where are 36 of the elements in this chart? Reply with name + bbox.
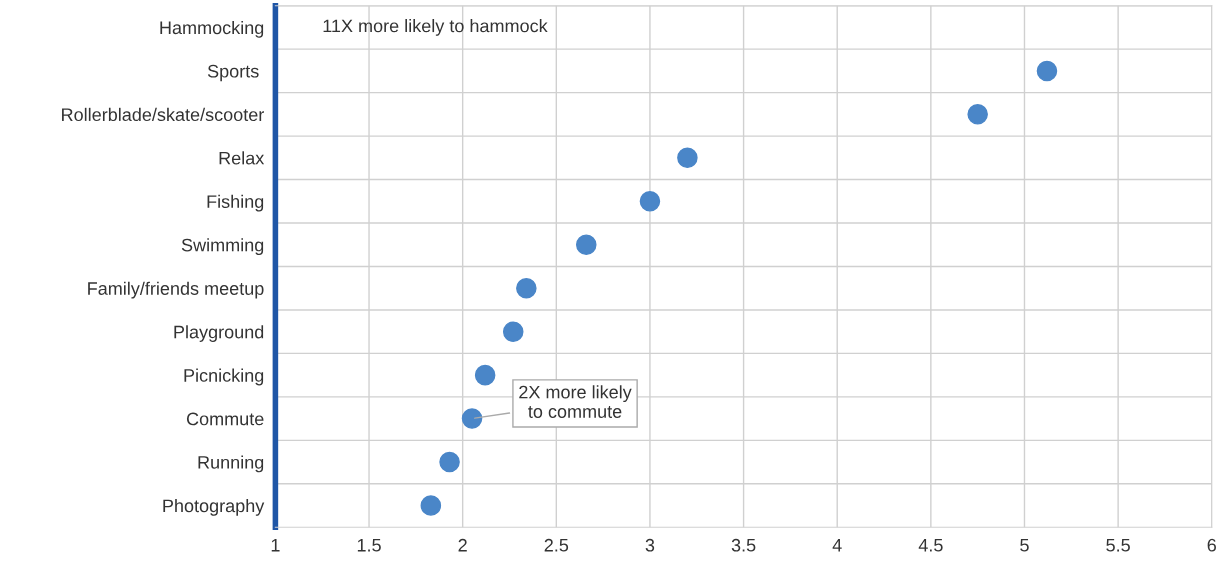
x-tick-label: 5: [1020, 539, 1029, 552]
x-tick-label: 3.5: [731, 538, 756, 552]
y-tick-label: Family/friends meetup: [88, 281, 264, 299]
y-tick-label: Sports: [207, 64, 259, 82]
point: [639, 191, 661, 212]
point: [677, 147, 698, 169]
y-tick-label: Hammocking: [160, 20, 264, 38]
y-tick-label: Fishing: [207, 194, 264, 212]
x-tick-label: 4.5: [918, 539, 943, 552]
x-tick-label: 6: [1207, 538, 1216, 552]
y-tick-label: Commute: [186, 412, 264, 426]
annotation: 2X more likely to commute: [519, 385, 632, 418]
x-tick-label: 4: [832, 539, 842, 552]
x-tick-label: 2.5: [544, 538, 569, 552]
x-tick-label: 3: [645, 538, 655, 552]
x-tick-label: 1.5: [357, 539, 381, 552]
point: [461, 408, 483, 429]
annotation: 11X more likely to hammock: [323, 19, 548, 36]
y-tick-label: Relax: [219, 151, 265, 165]
y-tick-label: Swimming: [181, 238, 264, 256]
point: [967, 104, 988, 125]
point: [420, 495, 442, 516]
point: [502, 321, 524, 342]
x-tick-label: 5.5: [1106, 539, 1130, 552]
y-tick-label: Photography: [163, 498, 265, 516]
y-tick-label: Picnicking: [184, 368, 264, 386]
point: [474, 364, 496, 386]
point: [576, 234, 597, 256]
point: [1036, 60, 1058, 82]
x-tick-label: 2: [458, 538, 467, 552]
y-tick-label: Running: [198, 455, 264, 473]
point: [439, 451, 460, 473]
y-tick-label: Playground: [174, 325, 264, 342]
y-tick-label: Rollerblade/skate/scooter: [62, 107, 264, 122]
point: [516, 277, 537, 299]
x-tick-label: 1: [271, 539, 280, 552]
